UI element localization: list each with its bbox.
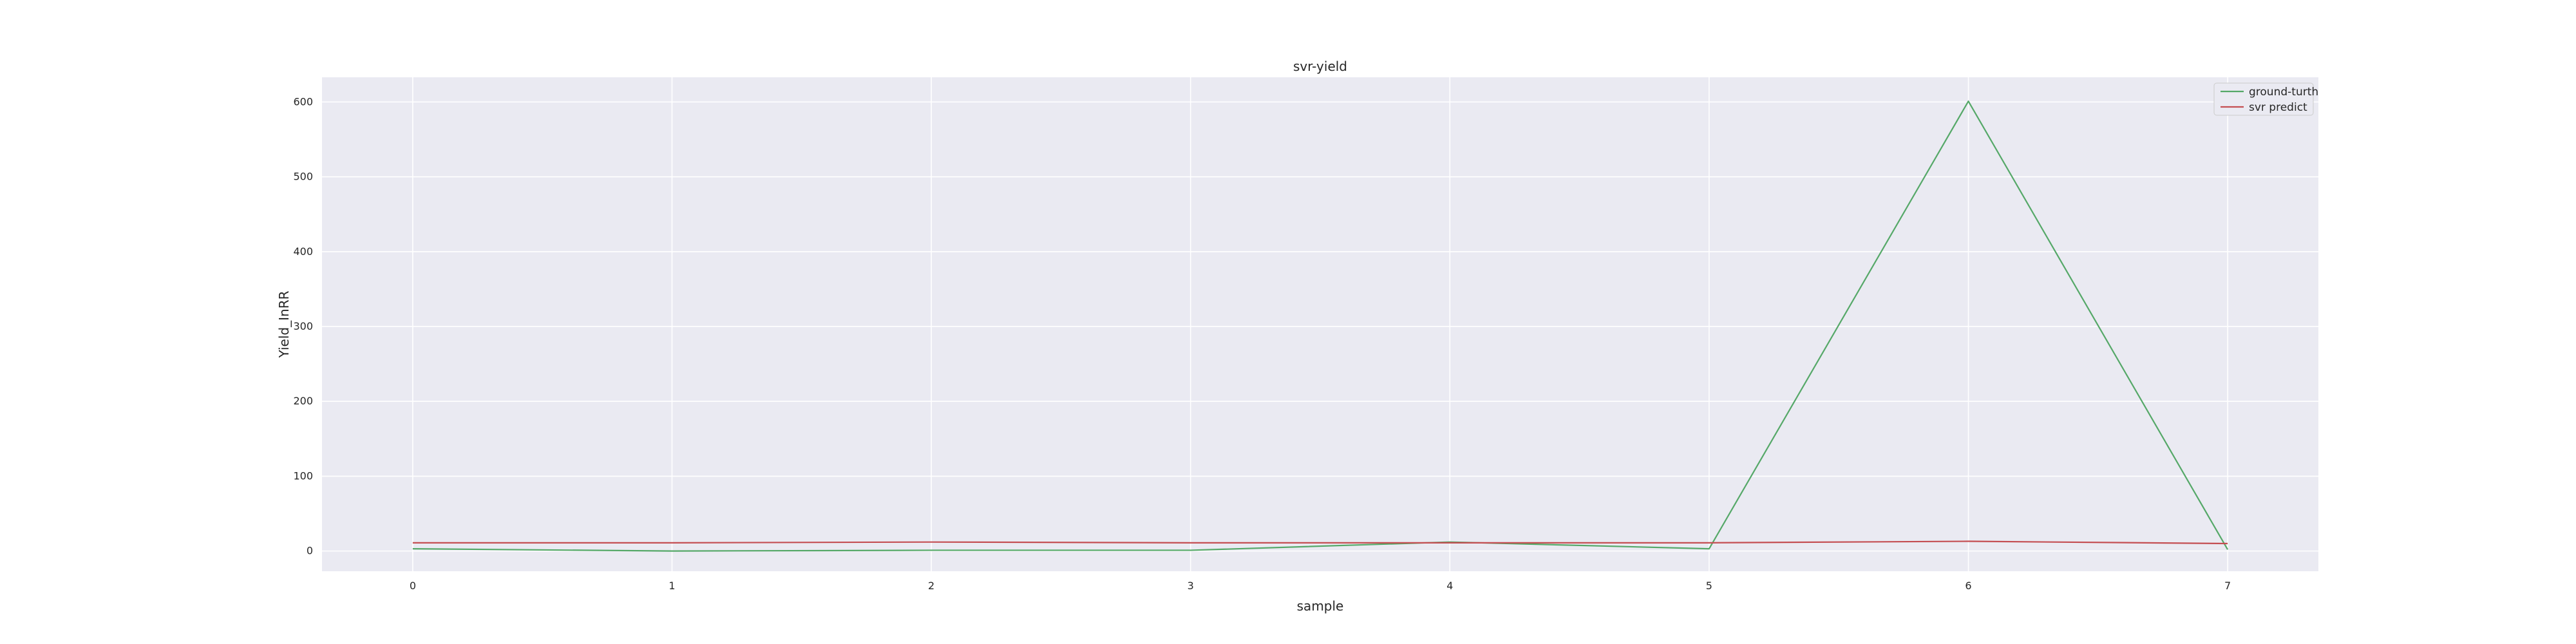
- x-tick-label: 1: [668, 580, 675, 592]
- x-tick-label: 3: [1188, 580, 1194, 592]
- y-tick-label: 600: [293, 95, 313, 108]
- plot-area: [322, 77, 2318, 571]
- y-tick-label: 100: [293, 469, 313, 482]
- x-tick-label: 2: [928, 580, 934, 592]
- grid-layer: [322, 77, 2318, 571]
- chart-title: svr-yield: [1293, 59, 1347, 74]
- x-tick-label: 5: [1706, 580, 1712, 592]
- legend: ground-turth svr predict: [2213, 82, 2318, 116]
- series-layer: [412, 100, 2229, 552]
- x-tick-label: 0: [410, 580, 416, 592]
- x-tick-label: 4: [1446, 580, 1453, 592]
- x-tick-label: 7: [2224, 580, 2231, 592]
- legend-label-ground-turth: ground-turth: [2249, 86, 2318, 99]
- tick-layer: 0 1 2 3 4 5 6 7 0 100 200 300 400 500 600: [293, 95, 2231, 592]
- legend-label-svr-predict: svr predict: [2249, 101, 2307, 114]
- y-tick-label: 300: [293, 320, 313, 332]
- y-tick-label: 0: [307, 545, 313, 557]
- x-tick-label: 6: [1965, 580, 1971, 592]
- y-tick-label: 500: [293, 171, 313, 183]
- y-axis-title: Yield_InRR: [276, 290, 292, 358]
- series-line-ground-turth: [412, 100, 2229, 552]
- y-tick-label: 400: [293, 245, 313, 258]
- y-tick-label: 200: [293, 395, 313, 407]
- series-line-svr-predict: [412, 540, 2228, 545]
- x-axis-title: sample: [1297, 598, 1344, 614]
